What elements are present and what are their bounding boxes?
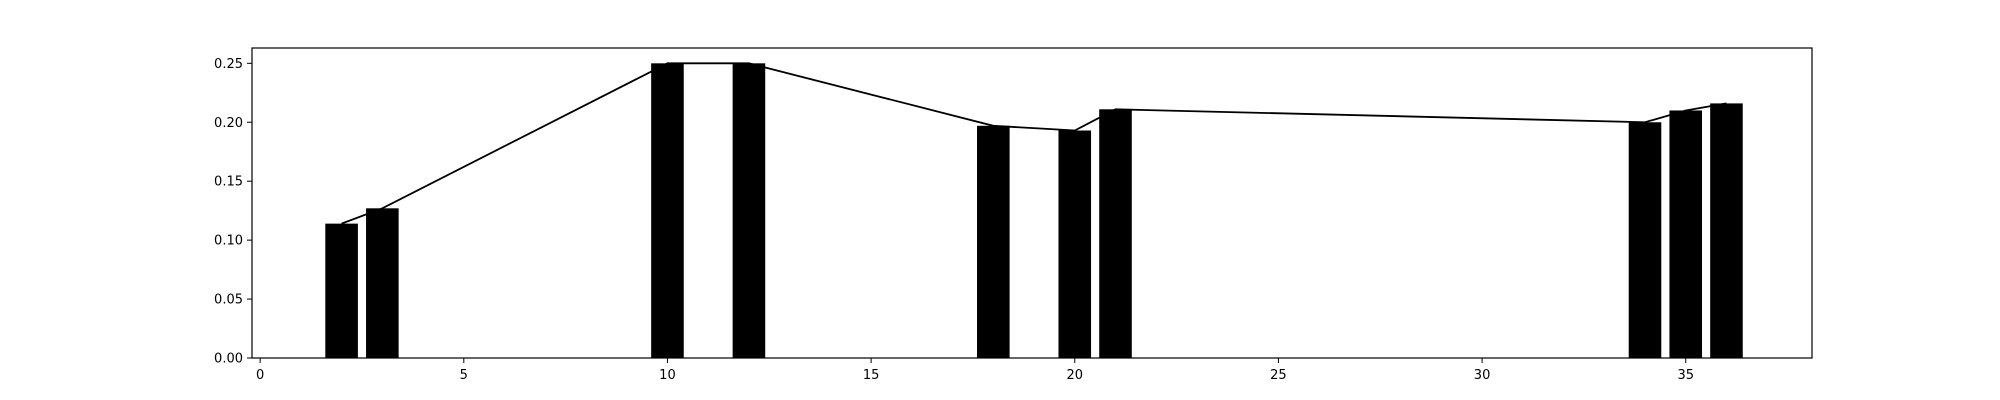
- bar: [1628, 122, 1662, 359]
- x-tick-label: 15: [863, 368, 880, 383]
- trend-line: [341, 62, 1727, 225]
- y-tick-label: 0.15: [214, 175, 243, 190]
- bar: [732, 63, 766, 359]
- x-tick-label: 25: [1270, 368, 1287, 383]
- line-layer: [341, 62, 1727, 225]
- bar: [1058, 130, 1092, 358]
- x-tick-label: 20: [1066, 368, 1083, 383]
- y-tick-label: 0.05: [214, 293, 243, 308]
- x-tick-label: 35: [1677, 368, 1694, 383]
- y-tick-label: 0.25: [214, 57, 243, 72]
- x-axis: 0 5 10 15 20 25 30 35: [256, 358, 1694, 383]
- bar: [1669, 110, 1703, 358]
- bar: [366, 208, 399, 358]
- bars-layer: [325, 63, 1743, 359]
- y-tick-label: 0.00: [214, 352, 243, 367]
- x-tick-label: 5: [460, 368, 468, 383]
- bar: [651, 63, 684, 359]
- x-tick-label: 10: [659, 368, 676, 383]
- y-tick-label: 0.10: [214, 234, 243, 249]
- bar: [325, 223, 358, 358]
- bar: [1710, 103, 1743, 359]
- x-tick-label: 30: [1474, 368, 1491, 383]
- y-axis: 0.00 0.05 0.10 0.15 0.20 0.25: [214, 57, 252, 367]
- x-tick-label: 0: [256, 368, 264, 383]
- plot-frame: [251, 47, 1813, 359]
- bar: [1099, 109, 1132, 358]
- y-tick-label: 0.20: [214, 116, 243, 131]
- bar: [977, 125, 1010, 358]
